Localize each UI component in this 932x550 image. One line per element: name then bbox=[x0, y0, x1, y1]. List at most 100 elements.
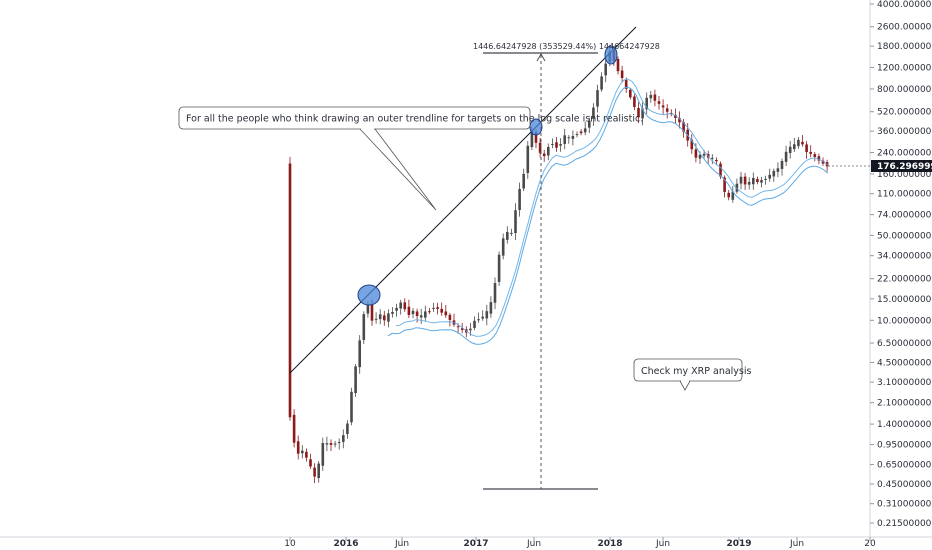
callout-pointer bbox=[679, 380, 691, 391]
candle-body bbox=[444, 311, 448, 316]
callout-note: For all the people who think drawing an … bbox=[186, 114, 643, 125]
candle-body bbox=[403, 302, 407, 310]
grid bbox=[0, 0, 932, 538]
price-tick-label: 360.00000000 bbox=[877, 127, 932, 137]
candle-body bbox=[624, 79, 628, 89]
callout-seam bbox=[681, 378, 689, 382]
time-tick-label: 2017 bbox=[463, 539, 488, 549]
time-tick-label: Jun bbox=[526, 539, 541, 549]
trendline bbox=[289, 26, 637, 374]
candle-body bbox=[296, 441, 300, 454]
candle-body bbox=[764, 178, 767, 180]
price-tick-label: 34.00000000 bbox=[877, 252, 932, 262]
price-tick-label: 4000.00000000 bbox=[877, 0, 932, 10]
candle-body bbox=[665, 108, 669, 112]
candle-body bbox=[682, 122, 685, 132]
candle-body bbox=[358, 340, 361, 368]
candle-body bbox=[641, 108, 644, 119]
candle-body bbox=[784, 151, 788, 162]
candle-body bbox=[399, 302, 402, 309]
candle-body bbox=[366, 305, 370, 314]
candle-body bbox=[342, 435, 345, 442]
candle-body bbox=[317, 463, 320, 479]
candle-body bbox=[473, 320, 476, 328]
candle-body bbox=[497, 254, 501, 282]
candle-body bbox=[645, 97, 648, 110]
price-axis[interactable]: 4000.00000000 2600.00000000 1800.00000000 1… bbox=[870, 0, 932, 529]
price-tick-label: 1.40000000 bbox=[877, 420, 932, 430]
candle-body bbox=[481, 316, 484, 319]
candle-body bbox=[325, 443, 329, 445]
candle-body bbox=[657, 101, 661, 104]
candle-body bbox=[596, 90, 599, 107]
price-tick-label: 520.00000000 bbox=[877, 108, 932, 118]
candle-body bbox=[711, 157, 714, 159]
candle-body bbox=[362, 314, 366, 340]
time-axis[interactable]: 10 2016 Jun 2017 Jun 2018 Jun 2019 Jun 20 bbox=[284, 537, 876, 549]
price-tick-label: 10.00000000 bbox=[877, 316, 932, 326]
candle-body bbox=[592, 107, 595, 119]
candle-body bbox=[547, 146, 550, 156]
time-tick-label: 20 bbox=[864, 539, 876, 549]
candle-body bbox=[739, 176, 743, 184]
candle-body bbox=[428, 311, 431, 313]
callout-note: Check my XRP analysis bbox=[641, 366, 752, 377]
candle-body bbox=[370, 304, 374, 321]
candle-body bbox=[813, 154, 817, 157]
callout-pointer bbox=[359, 128, 437, 211]
candle-body bbox=[378, 314, 382, 320]
candle-body bbox=[292, 414, 296, 443]
price-tick-label: 0.31000000 bbox=[877, 500, 932, 510]
candle-body bbox=[653, 94, 657, 101]
candle-body bbox=[493, 283, 497, 303]
candle-body bbox=[514, 210, 517, 234]
candle-body bbox=[801, 141, 804, 145]
candle-body bbox=[563, 135, 566, 144]
price-tick-label: 240.00000000 bbox=[877, 149, 932, 159]
candle-body bbox=[674, 114, 677, 118]
price-tick-label: 160.00000000 bbox=[877, 170, 932, 180]
candle-body bbox=[805, 144, 808, 153]
candle-body bbox=[395, 307, 398, 311]
candle-body bbox=[387, 313, 390, 322]
candle-body bbox=[776, 168, 780, 172]
candle-body bbox=[313, 467, 316, 477]
candle-body bbox=[350, 391, 353, 423]
candle-body bbox=[456, 326, 460, 328]
candle-body bbox=[551, 143, 554, 145]
candle-body bbox=[690, 139, 694, 150]
candle-body bbox=[571, 136, 575, 139]
candle-body bbox=[518, 189, 521, 211]
candle-body bbox=[407, 306, 411, 315]
candle-body bbox=[809, 151, 812, 154]
candle-body bbox=[600, 76, 603, 90]
price-tick-label: 1200.00000000 bbox=[877, 64, 932, 74]
candle-body bbox=[440, 308, 443, 313]
ma-line-fast bbox=[395, 78, 829, 337]
candle-body bbox=[526, 145, 530, 173]
candle-body bbox=[337, 441, 341, 443]
candle-body bbox=[469, 328, 472, 331]
time-tick-label: Jun bbox=[655, 539, 670, 549]
candle-body bbox=[588, 120, 591, 128]
candle-body bbox=[485, 311, 489, 319]
candle-body bbox=[616, 58, 620, 72]
drawings: 1446.64247928 (353529.44%) 144664247928 F… bbox=[178, 26, 870, 490]
candle-body bbox=[743, 176, 747, 185]
time-tick-label: Jun bbox=[789, 539, 804, 549]
candle-body bbox=[510, 232, 513, 234]
candle-body bbox=[780, 160, 784, 169]
candle-body bbox=[694, 149, 698, 158]
candle-body bbox=[756, 179, 759, 183]
measure-arrowhead bbox=[536, 52, 546, 62]
candle-body bbox=[752, 177, 755, 185]
candle-body bbox=[747, 182, 751, 185]
time-tick-label: 2016 bbox=[333, 539, 358, 549]
time-tick-label: Jun bbox=[394, 539, 409, 549]
candle-body bbox=[506, 231, 509, 240]
price-tick-label: 15.00000000 bbox=[877, 295, 932, 305]
price-tick-label: 0.95000000 bbox=[877, 441, 932, 451]
candle-body bbox=[575, 134, 579, 136]
candle-body bbox=[678, 118, 681, 123]
